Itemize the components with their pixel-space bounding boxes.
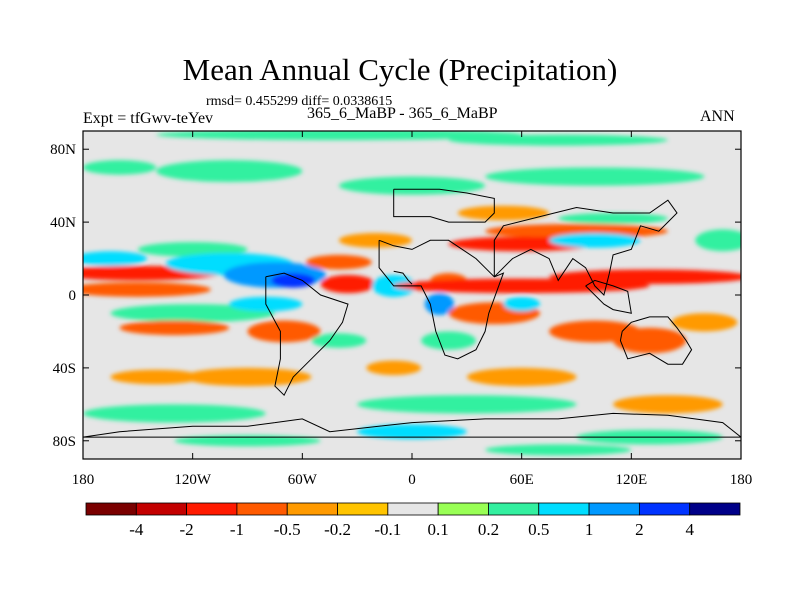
anomaly-patch-2: [83, 251, 147, 266]
anomaly-patch-36: [448, 134, 668, 146]
anomaly-patch-28: [110, 369, 202, 385]
anomaly-patch-44: [338, 233, 413, 248]
anomaly-patch-19: [503, 296, 540, 312]
anomaly-patch-37: [83, 404, 266, 423]
x-tick-label: 120W: [174, 472, 212, 488]
continent-outlines: [83, 188, 741, 438]
colorbar-label: -0.1: [374, 520, 401, 539]
anomaly-patch-8: [305, 254, 372, 270]
anomaly-patch-16: [549, 233, 641, 248]
continent-outline-2: [493, 199, 678, 296]
colorbar-label: 4: [685, 520, 694, 539]
continent-outline-1: [378, 239, 505, 360]
anomaly-patch-43: [457, 205, 550, 221]
anomaly-patch-25: [247, 320, 321, 343]
colorbar-label: 0.5: [528, 520, 549, 539]
colorbar-swatch-5: [337, 502, 389, 516]
anomaly-patch-6: [271, 273, 316, 288]
anomaly-patch-46: [311, 333, 367, 348]
colorbar-label: 2: [635, 520, 644, 539]
anomaly-patch-21: [613, 327, 687, 354]
anomaly-patch-34: [485, 167, 705, 186]
colorbar-label: 1: [585, 520, 594, 539]
season-label: ANN: [700, 108, 735, 125]
continent-outline-4: [619, 316, 693, 365]
anomaly-patch-10: [424, 293, 455, 316]
anomaly-patch-38: [357, 395, 577, 414]
y-tick-label: 80S: [53, 434, 76, 450]
colorbar-swatch-10: [588, 502, 640, 516]
anomaly-patch-1: [83, 282, 211, 297]
x-tick-label: 0: [408, 472, 416, 488]
colorbar-swatch-0: [85, 502, 137, 516]
y-tick-label: 40N: [50, 215, 76, 231]
anomaly-patch-32: [156, 160, 303, 183]
anomaly-patch-42: [485, 444, 632, 456]
anomaly-patch-24: [119, 320, 230, 336]
anomaly-patch-35: [156, 131, 522, 141]
continent-outline-5: [585, 279, 632, 314]
colorbar-swatch-3: [236, 502, 288, 516]
colorbar-label: 0.1: [428, 520, 449, 539]
continent-outline-3: [265, 272, 349, 397]
x-tick-label: 180: [72, 472, 95, 488]
anomaly-patch-45: [421, 331, 476, 350]
anomaly-patch-17: [558, 213, 668, 224]
colorbar-swatch-8: [488, 502, 540, 516]
x-tick-label: 180: [730, 472, 753, 488]
colorbar-swatch-1: [135, 502, 188, 516]
colorbar-label: -4: [129, 520, 144, 539]
y-tick-label: 40S: [53, 361, 76, 377]
map-plot-area: [82, 130, 742, 460]
anomaly-patch-23: [110, 304, 275, 323]
y-tick-label: 80N: [50, 142, 76, 158]
colorbar-swatch-9: [538, 502, 590, 516]
anomaly-field: [83, 131, 741, 456]
continent-outline-0: [393, 188, 495, 223]
anomaly-patch-39: [357, 424, 467, 439]
experiment-label: Expt = tfGwv-teYev: [83, 110, 214, 127]
anomaly-patch-30: [613, 395, 723, 414]
anomaly-patch-29: [466, 367, 577, 387]
anomaly-patch-3: [137, 242, 248, 257]
anomaly-patch-13: [549, 269, 741, 285]
colorbar-label: -2: [180, 520, 194, 539]
anomaly-patch-22: [671, 313, 738, 332]
x-tick-label: 60W: [288, 472, 318, 488]
x-tick-label: 120E: [615, 472, 647, 488]
chart-title: Mean Annual Cycle (Precipitation): [182, 52, 618, 87]
continent-outline-7: [393, 270, 413, 285]
anomaly-patch-31: [83, 160, 157, 175]
anomaly-patch-48: [695, 229, 741, 252]
colorbar-label: -0.5: [274, 520, 301, 539]
colorbar-label: -0.2: [324, 520, 351, 539]
anomaly-patch-41: [174, 435, 321, 447]
colorbar-label: 0.2: [478, 520, 499, 539]
colorbar: -4 -2 -1 -0.5 -0.2 -0.1 0.1 0.2 0.5 1 2 4: [85, 502, 741, 539]
stats-line: rmsd= 0.455299 diff= 0.0338615: [206, 94, 393, 109]
colorbar-swatch-6: [387, 502, 439, 516]
colorbar-swatch-11: [638, 502, 691, 516]
case-label: 365_6_MaBP - 365_6_MaBP: [307, 105, 498, 122]
anomaly-patch-7: [320, 274, 376, 294]
colorbar-swatch-4: [286, 502, 338, 516]
continent-outline-6: [83, 412, 741, 438]
anomaly-patch-47: [366, 360, 422, 376]
y-tick-label: 0: [69, 288, 77, 304]
colorbar-swatch-12: [689, 502, 741, 516]
colorbar-label: -1: [230, 520, 244, 539]
x-tick-label: 60E: [510, 472, 534, 488]
colorbar-swatch-2: [186, 502, 238, 516]
anomaly-patch-27: [183, 367, 312, 387]
colorbar-swatch-7: [437, 502, 489, 516]
map-axes: 180 120W 60W 0 60E 120E 180 80N 40N 0 40S 80S: [50, 131, 752, 488]
